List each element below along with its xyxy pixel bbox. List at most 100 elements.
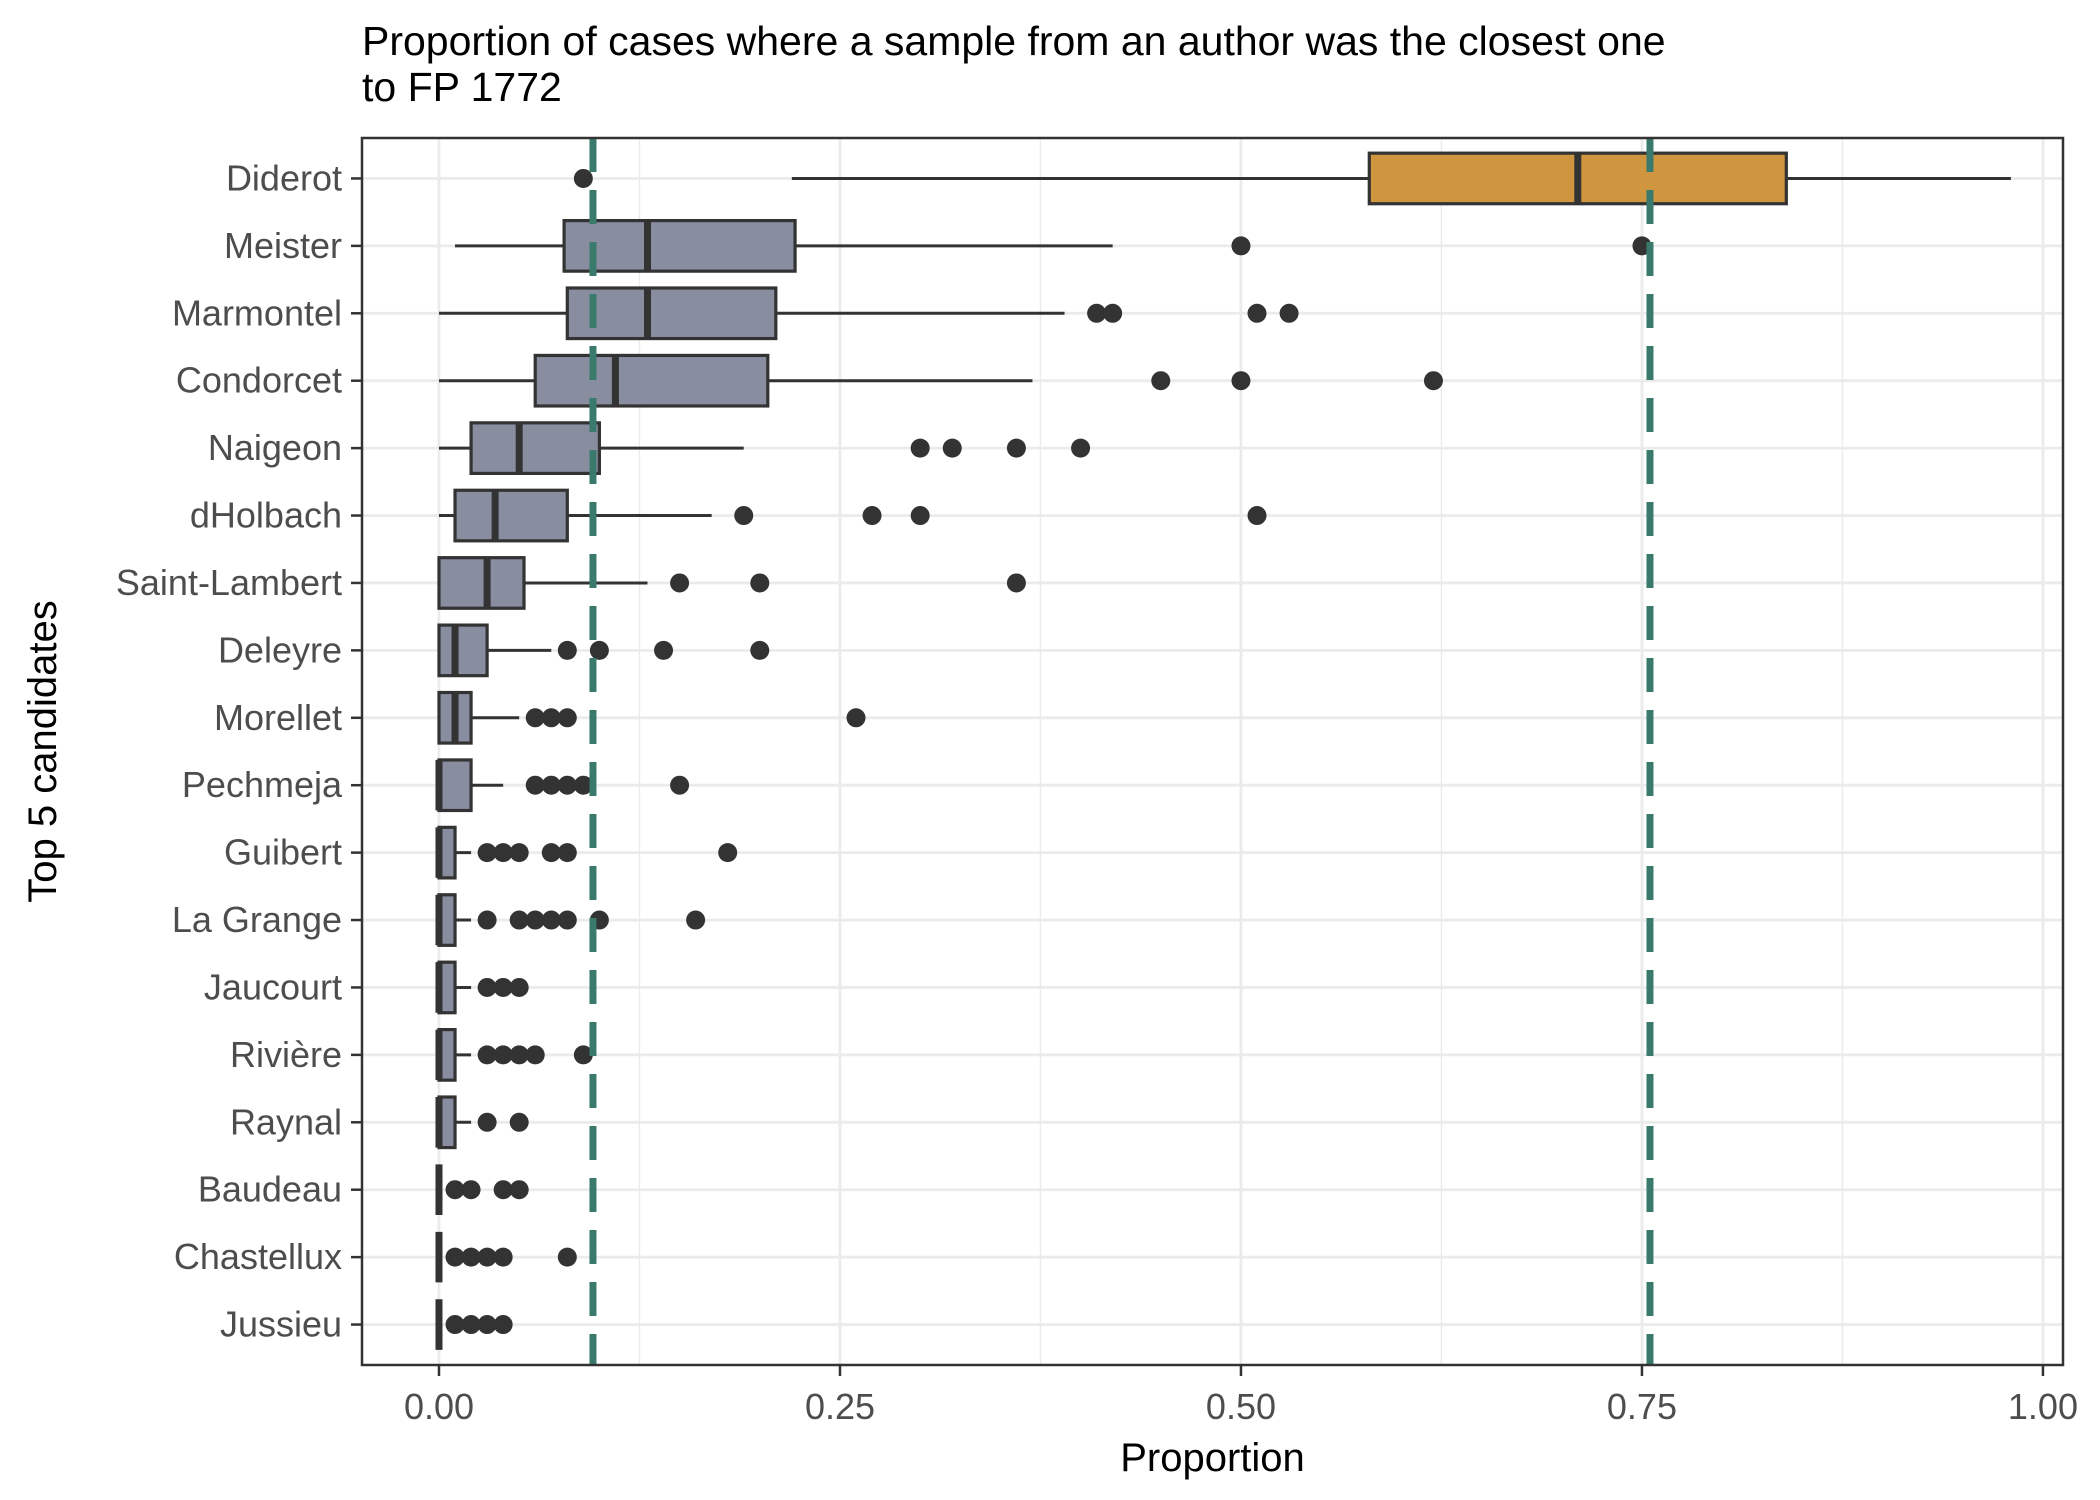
outlier-point	[477, 977, 497, 997]
outlier-point	[589, 640, 609, 660]
y-tick-label: Morellet	[214, 697, 342, 738]
box-jussieu	[435, 1299, 513, 1350]
outlier-point	[477, 1315, 497, 1335]
outlier-point	[557, 640, 577, 660]
box-condorcet	[438, 353, 1443, 408]
x-axis-title: Proportion	[1120, 1436, 1305, 1480]
outlier-point	[509, 977, 529, 997]
iqr-box	[437, 556, 526, 610]
outlier-point	[557, 775, 577, 795]
outlier-point	[862, 506, 882, 526]
outlier-point	[525, 1045, 545, 1065]
y-tick-label: Marmontel	[172, 292, 342, 333]
outlier-point	[461, 1180, 481, 1200]
x-tick-label: 0.75	[1607, 1386, 1677, 1427]
outlier-point	[477, 1045, 497, 1065]
plot-panel-background	[362, 138, 2063, 1365]
outlier-point	[461, 1247, 481, 1267]
y-axis-title: Top 5 candidates	[21, 600, 65, 902]
chart-title-line-1: Proportion of cases where a sample from …	[362, 18, 1666, 64]
box-guibert	[435, 825, 738, 880]
outlier-point	[493, 977, 513, 997]
outlier-point	[477, 1247, 497, 1267]
outlier-point	[1279, 303, 1299, 323]
outlier-point	[910, 506, 930, 526]
outlier-point	[573, 1045, 593, 1065]
iqr-box	[469, 421, 601, 476]
outlier-point	[525, 708, 545, 728]
outlier-point	[493, 1180, 513, 1200]
outlier-point	[541, 708, 561, 728]
outlier-point	[1151, 371, 1171, 391]
y-tick-label: Diderot	[226, 157, 342, 198]
grid-lines	[362, 138, 2063, 1365]
outlier-point	[573, 775, 593, 795]
chart-title: Proportion of cases where a sample from …	[362, 18, 1666, 110]
iqr-box	[565, 286, 778, 341]
outlier-point	[910, 438, 930, 458]
outlier-point	[525, 775, 545, 795]
outlier-point	[557, 708, 577, 728]
outlier-point	[493, 1315, 513, 1335]
outlier-point	[750, 640, 770, 660]
outlier-point	[654, 640, 674, 660]
box-pechmeja	[435, 758, 690, 813]
outlier-point	[445, 1247, 465, 1267]
box-saint-lambert	[437, 556, 1026, 610]
outlier-point	[509, 1112, 529, 1132]
iqr-box	[453, 488, 569, 543]
iqr-box	[533, 353, 770, 408]
box-baudeau	[435, 1164, 529, 1215]
outlier-point	[445, 1315, 465, 1335]
outlier-point	[477, 910, 497, 930]
outlier-point	[541, 910, 561, 930]
box-dholbach	[438, 488, 1267, 543]
outlier-point	[1103, 303, 1123, 323]
chart-title-line-2: to FP 1772	[362, 64, 562, 110]
box-la-grange	[435, 893, 706, 947]
outlier-point	[942, 438, 962, 458]
outlier-point	[686, 910, 706, 930]
outlier-point	[670, 775, 690, 795]
box-diderot	[573, 151, 2011, 206]
outlier-point	[509, 1180, 529, 1200]
y-tick-label: Rivière	[230, 1034, 342, 1075]
x-tick-label: 1.00	[2008, 1386, 2078, 1427]
outlier-point	[557, 843, 577, 863]
outlier-point	[461, 1315, 481, 1335]
outlier-point	[445, 1180, 465, 1200]
outlier-point	[846, 708, 866, 728]
outlier-point	[509, 1045, 529, 1065]
outlier-point	[557, 910, 577, 930]
outlier-point	[1231, 236, 1251, 256]
y-tick-label: Raynal	[230, 1101, 342, 1142]
outlier-point	[493, 843, 513, 863]
box-meister	[455, 218, 1652, 273]
outlier-point	[509, 910, 529, 930]
box-rivi-re	[435, 1027, 593, 1082]
outlier-point	[557, 1247, 577, 1267]
boxes	[435, 151, 2011, 1350]
outlier-point	[750, 573, 770, 593]
y-tick-label: Chastellux	[174, 1236, 342, 1277]
outlier-point	[493, 1247, 513, 1267]
outlier-point	[525, 910, 545, 930]
outlier-point	[509, 843, 529, 863]
outlier-point	[1423, 371, 1443, 391]
box-deleyre	[437, 623, 770, 678]
x-tick-label: 0.25	[805, 1386, 875, 1427]
y-tick-label: Jaucourt	[204, 966, 342, 1007]
y-tick-label: Baudeau	[198, 1169, 342, 1210]
x-tick-label: 0.00	[404, 1386, 474, 1427]
axes: Diderot Meister Marmontel Condorcet Naigeon d…	[116, 157, 2078, 1427]
iqr-box	[437, 623, 489, 678]
outlier-point	[1006, 573, 1026, 593]
y-tick-label: Saint-Lambert	[116, 562, 342, 603]
y-tick-label: Guibert	[224, 832, 342, 873]
y-tick-label: Deleyre	[218, 629, 342, 670]
outlier-point	[541, 775, 561, 795]
outlier-point	[1087, 303, 1107, 323]
outlier-point	[541, 843, 561, 863]
y-tick-label: Naigeon	[208, 427, 342, 468]
